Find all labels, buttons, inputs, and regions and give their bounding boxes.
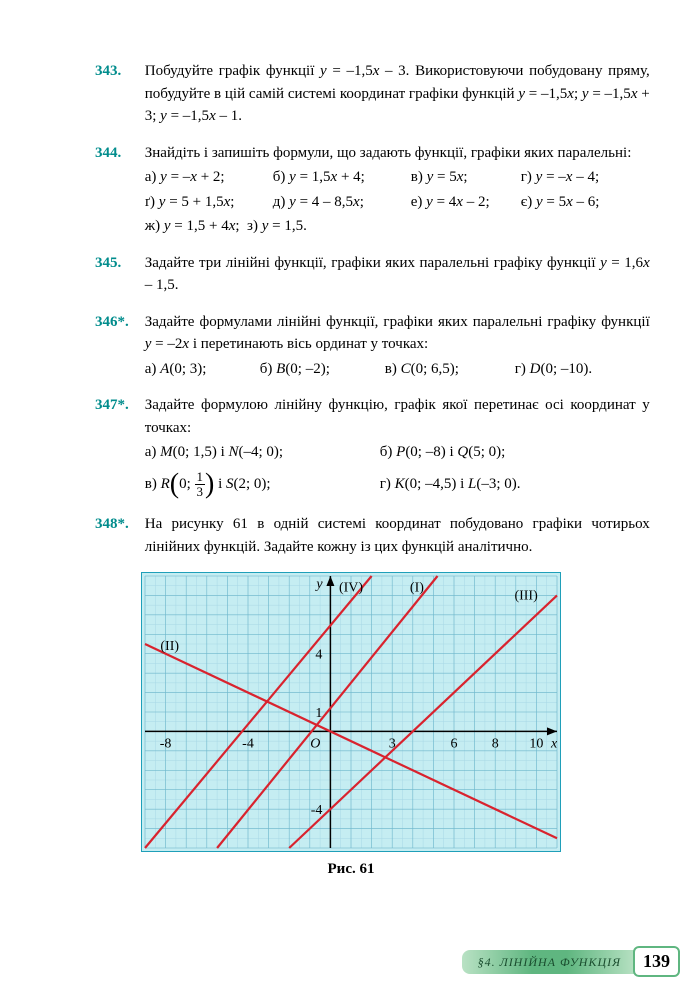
- opt: б) y = 1,5x + 4;: [273, 166, 411, 189]
- problem-number: 347*.: [95, 394, 141, 417]
- problem-347: 347*. Задайте формулою лінійну функцію, …: [95, 394, 650, 499]
- figure-61: -8-436810-414Oxy(I)(II)(III)(IV): [141, 572, 650, 852]
- opt: г) y = –x – 4;: [521, 166, 599, 189]
- figure-caption: Рис. 61: [141, 858, 561, 881]
- opt: б) B(0; –2);: [260, 358, 385, 381]
- opt: г) D(0; –10).: [515, 358, 592, 381]
- problem-343: 343. Побудуйте графік функції y = –1,5x …: [95, 60, 650, 128]
- svg-text:x: x: [550, 737, 558, 752]
- svg-text:6: 6: [451, 737, 458, 752]
- section-label: §4. ЛІНІЙНА ФУНКЦІЯ: [462, 950, 637, 974]
- problem-345: 345. Задайте три лінійні функції, графік…: [95, 252, 650, 297]
- opt: а) A(0; 3);: [145, 358, 260, 381]
- opt: в) R(0; 13) і S(2; 0);: [145, 470, 380, 500]
- problem-text: Задайте формулою лінійну функцію, графік…: [145, 394, 650, 499]
- svg-text:(II): (II): [160, 639, 179, 654]
- problem-text: Побудуйте графік функції y = –1,5x – 3. …: [145, 60, 650, 128]
- opt: в) y = 5x;: [411, 166, 521, 189]
- page-number: 139: [633, 946, 680, 977]
- opt: а) M(0; 1,5) і N(–4; 0);: [145, 441, 380, 464]
- problem-number: 343.: [95, 60, 141, 83]
- opt: б) P(0; –8) і Q(5; 0);: [380, 441, 506, 464]
- svg-text:10: 10: [529, 737, 543, 752]
- problem-number: 346*.: [95, 311, 141, 334]
- opt: ж) y = 1,5 + 4x; з) y = 1,5.: [145, 218, 307, 234]
- problem-number: 345.: [95, 252, 141, 275]
- svg-text:O: O: [310, 737, 320, 752]
- svg-text:4: 4: [315, 648, 322, 663]
- problem-346: 346*. Задайте формулами лінійні функції,…: [95, 311, 650, 381]
- opt: г) K(0; –4,5) і L(–3; 0).: [380, 473, 521, 496]
- opt: е) y = 4x – 2;: [411, 191, 521, 214]
- opt: ґ) y = 5 + 1,5x;: [145, 191, 273, 214]
- opt: є) y = 5x – 6;: [521, 191, 600, 214]
- opt: а) y = –x + 2;: [145, 166, 273, 189]
- problem-text: На рисунку 61 в одній системі координат …: [145, 513, 650, 558]
- svg-text:(III): (III): [514, 588, 538, 603]
- chart-svg: -8-436810-414Oxy(I)(II)(III)(IV): [141, 572, 561, 852]
- svg-text:-8: -8: [160, 737, 172, 752]
- problem-348: 348*. На рисунку 61 в одній системі коор…: [95, 513, 650, 558]
- problem-number: 344.: [95, 142, 141, 165]
- svg-text:-4: -4: [242, 737, 254, 752]
- problem-text: Знайдіть і запишіть формули, що задають …: [145, 142, 650, 238]
- svg-text:(I): (I): [410, 581, 424, 596]
- svg-text:(IV): (IV): [339, 581, 363, 596]
- problem-number: 348*.: [95, 513, 141, 536]
- svg-text:8: 8: [492, 737, 499, 752]
- opt: д) y = 4 – 8,5x;: [273, 191, 411, 214]
- page-footer: §4. ЛІНІЙНА ФУНКЦІЯ 139: [462, 946, 680, 977]
- problem-intro: Задайте формулою лінійну функцію, графік…: [145, 397, 650, 436]
- problem-text: Задайте формулами лінійні функції, графі…: [145, 311, 650, 381]
- svg-text:-4: -4: [311, 803, 323, 818]
- problem-344: 344. Знайдіть і запишіть формули, що зад…: [95, 142, 650, 238]
- opt: в) C(0; 6,5);: [385, 358, 515, 381]
- svg-text:y: y: [314, 577, 323, 592]
- problem-intro: Знайдіть і запишіть формули, що задають …: [145, 145, 632, 161]
- problem-text: Задайте три лінійні функції, графіки яки…: [145, 252, 650, 297]
